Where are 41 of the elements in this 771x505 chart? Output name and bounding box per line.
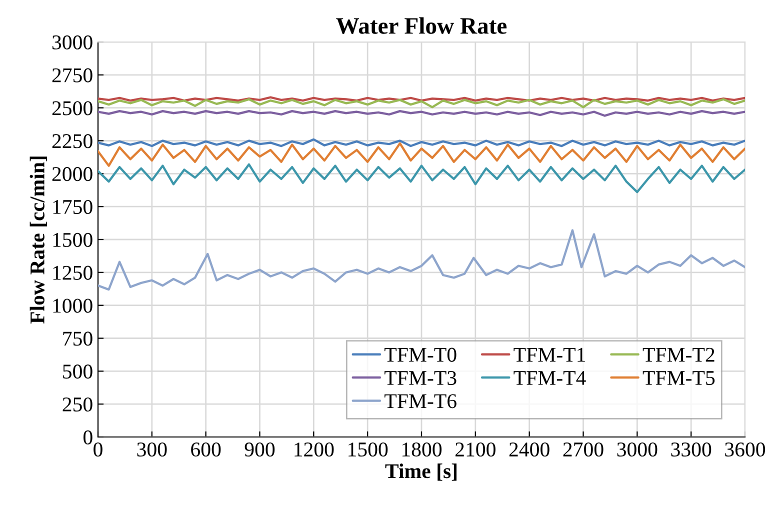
line-series [98,98,745,108]
chart-title: Water Flow Rate [336,17,507,34]
y-axis-title: Flow Rate [cc/min] [30,156,48,324]
y-tick-label: 250 [62,397,92,412]
y-tick-label: 750 [63,332,92,346]
line-series [98,138,745,148]
x-tick-label: 600 [191,442,221,457]
legend-label: TFM-T1 [514,348,585,362]
y-tick-label: 3000 [52,35,92,50]
x-tick-label: 2700 [563,442,604,457]
legend-label: TFM-T3 [384,371,456,386]
y-tick-label: 2500 [52,101,92,116]
legend-label: TFM-T4 [514,371,586,385]
x-tick-label: 1800 [402,442,442,457]
y-tick-label: 500 [63,364,92,379]
y-tick-label: 1750 [53,200,92,214]
y-tick-label: 1500 [53,232,92,247]
y-tick-label: 0 [84,430,92,444]
x-tick-label: 900 [244,442,275,457]
legend-label: TFM-T0 [384,348,456,362]
x-axis-title: Time [s] [385,464,457,481]
x-tick-label: 0 [94,442,102,457]
x-tick-label: 1200 [294,442,334,457]
x-tick-label: 2100 [456,442,496,457]
x-tick-label: 3600 [725,442,766,457]
legend-label: TFM-T6 [384,394,456,408]
line-series [98,142,745,167]
y-tick-label: 2250 [52,134,92,148]
y-tick-label: 2000 [52,167,92,182]
x-tick-label: 1500 [348,442,388,457]
line-series [98,229,745,291]
y-tick-label: 1000 [53,298,92,313]
legend-label: TFM-T2 [642,348,714,362]
x-tick-label: 300 [137,442,167,457]
x-tick-label: 3300 [671,442,712,457]
x-tick-label: 2400 [509,442,550,457]
y-tick-label: 2750 [52,68,92,82]
legend-label: TFM-T5 [642,371,715,386]
x-tick-label: 3000 [617,442,658,457]
line-series [98,163,745,194]
y-tick-label: 1250 [53,266,92,280]
